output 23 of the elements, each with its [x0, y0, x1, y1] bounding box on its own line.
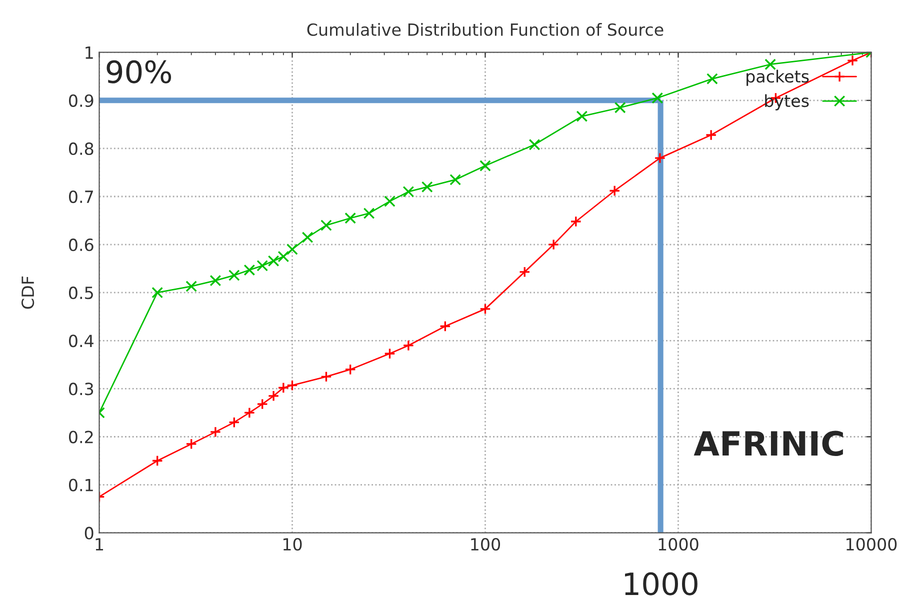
x-tick-label: 1 [96, 538, 104, 550]
x-tick-label: 10 [283, 538, 302, 551]
x-tick-label: 10000 [846, 538, 897, 551]
x-tick-label: 100 [471, 538, 500, 551]
y-tick-label: 0.4 [68, 334, 94, 348]
chart-title: Cumulative Distribution Function of Source [307, 23, 664, 36]
legend-label: bytes [765, 94, 809, 110]
y-tick-label: 0.8 [68, 142, 94, 156]
y-tick-label: 0.7 [68, 190, 93, 204]
y-tick-label: 0.1 [68, 478, 93, 492]
y-tick-label: 1 [86, 46, 93, 59]
y-tick-label: 0.6 [68, 238, 94, 252]
y-tick-label: 0.2 [68, 430, 93, 444]
annotation: 90% [106, 60, 172, 84]
x-tick-label: 1000 [658, 538, 698, 551]
y-tick-label: 0.5 [68, 286, 93, 300]
y-axis-title: CDF [21, 276, 34, 309]
y-tick-label: 0.3 [68, 382, 94, 396]
legend-label: packets [746, 70, 809, 86]
y-tick-label: 0 [84, 526, 94, 540]
y-tick-label: 0.9 [68, 94, 94, 107]
annotation: AFRINIC [694, 430, 843, 456]
annotation: 1000 [625, 572, 698, 596]
